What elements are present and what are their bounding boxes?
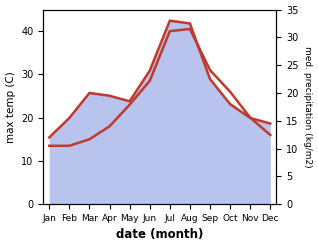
X-axis label: date (month): date (month) <box>116 228 204 242</box>
Y-axis label: max temp (C): max temp (C) <box>5 71 16 143</box>
Y-axis label: med. precipitation (kg/m2): med. precipitation (kg/m2) <box>303 46 313 168</box>
